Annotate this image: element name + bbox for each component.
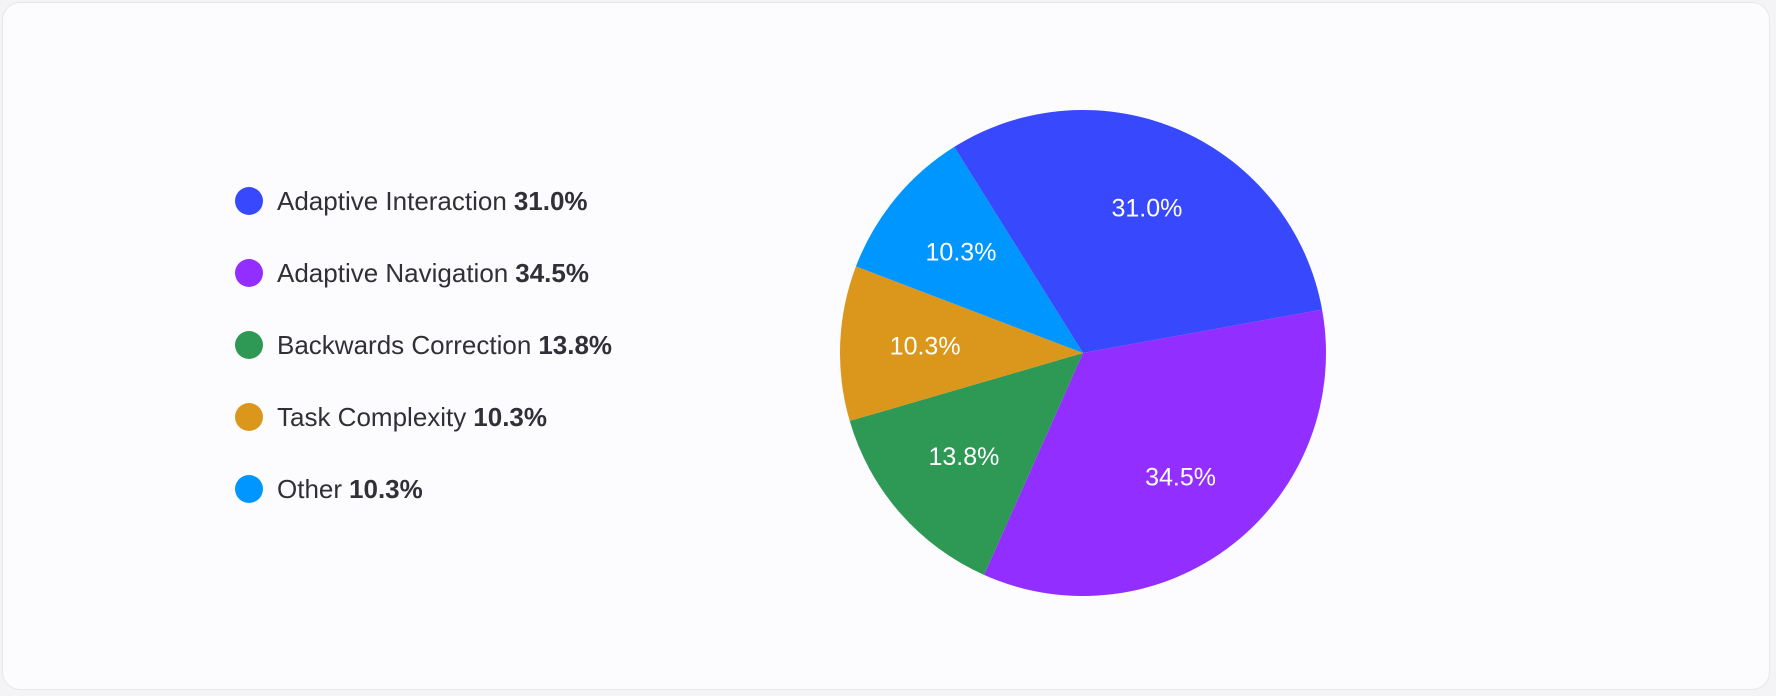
pie-chart: 31.0% 34.5% 13.8% 10.3% 10.3% <box>840 109 1326 597</box>
legend-item-other: Other 10.3% <box>235 453 612 525</box>
legend-swatch-task-complexity <box>235 403 263 431</box>
legend: Adaptive Interaction 31.0% Adaptive Navi… <box>235 181 612 525</box>
legend-value-other: 10.3% <box>349 473 423 504</box>
pie-slice-label-backwards-correction: 13.8% <box>928 443 999 471</box>
legend-label-adaptive-interaction: Adaptive Interaction <box>277 185 507 216</box>
pie-slice-adaptive-navigation <box>984 309 1326 597</box>
pie-slice-backwards-correction <box>849 353 1083 575</box>
legend-item-task-complexity: Task Complexity 10.3% <box>235 381 612 453</box>
legend-label-task-complexity: Task Complexity <box>277 401 467 432</box>
pie-slice-label-other: 10.3% <box>926 239 997 267</box>
pie-slice-adaptive-interaction <box>954 109 1323 354</box>
legend-label-adaptive-navigation: Adaptive Navigation <box>277 257 509 288</box>
legend-swatch-backwards-correction <box>235 331 263 359</box>
pie-slice-label-task-complexity: 10.3% <box>890 333 961 361</box>
legend-item-adaptive-interaction: Adaptive Interaction 31.0% <box>235 165 612 237</box>
legend-label-backwards-correction: Backwards Correction <box>277 329 532 360</box>
pie-slice-task-complexity <box>840 266 1083 421</box>
legend-value-backwards-correction: 13.8% <box>538 329 613 360</box>
pie-slice-other <box>855 146 1083 353</box>
legend-value-task-complexity: 10.3% <box>473 401 548 432</box>
pie-slice-label-adaptive-navigation: 34.5% <box>1145 463 1216 491</box>
legend-swatch-other <box>235 475 263 503</box>
legend-swatch-adaptive-interaction <box>235 187 263 215</box>
legend-value-adaptive-interaction: 31.0% <box>513 185 588 216</box>
pie-slice-label-adaptive-interaction: 31.0% <box>1111 195 1182 223</box>
legend-item-adaptive-navigation: Adaptive Navigation 34.5% <box>235 237 612 309</box>
legend-swatch-adaptive-navigation <box>235 259 263 287</box>
legend-item-backwards-correction: Backwards Correction 13.8% <box>235 309 612 381</box>
legend-label-other: Other <box>277 473 343 504</box>
legend-value-adaptive-navigation: 34.5% <box>515 257 589 288</box>
